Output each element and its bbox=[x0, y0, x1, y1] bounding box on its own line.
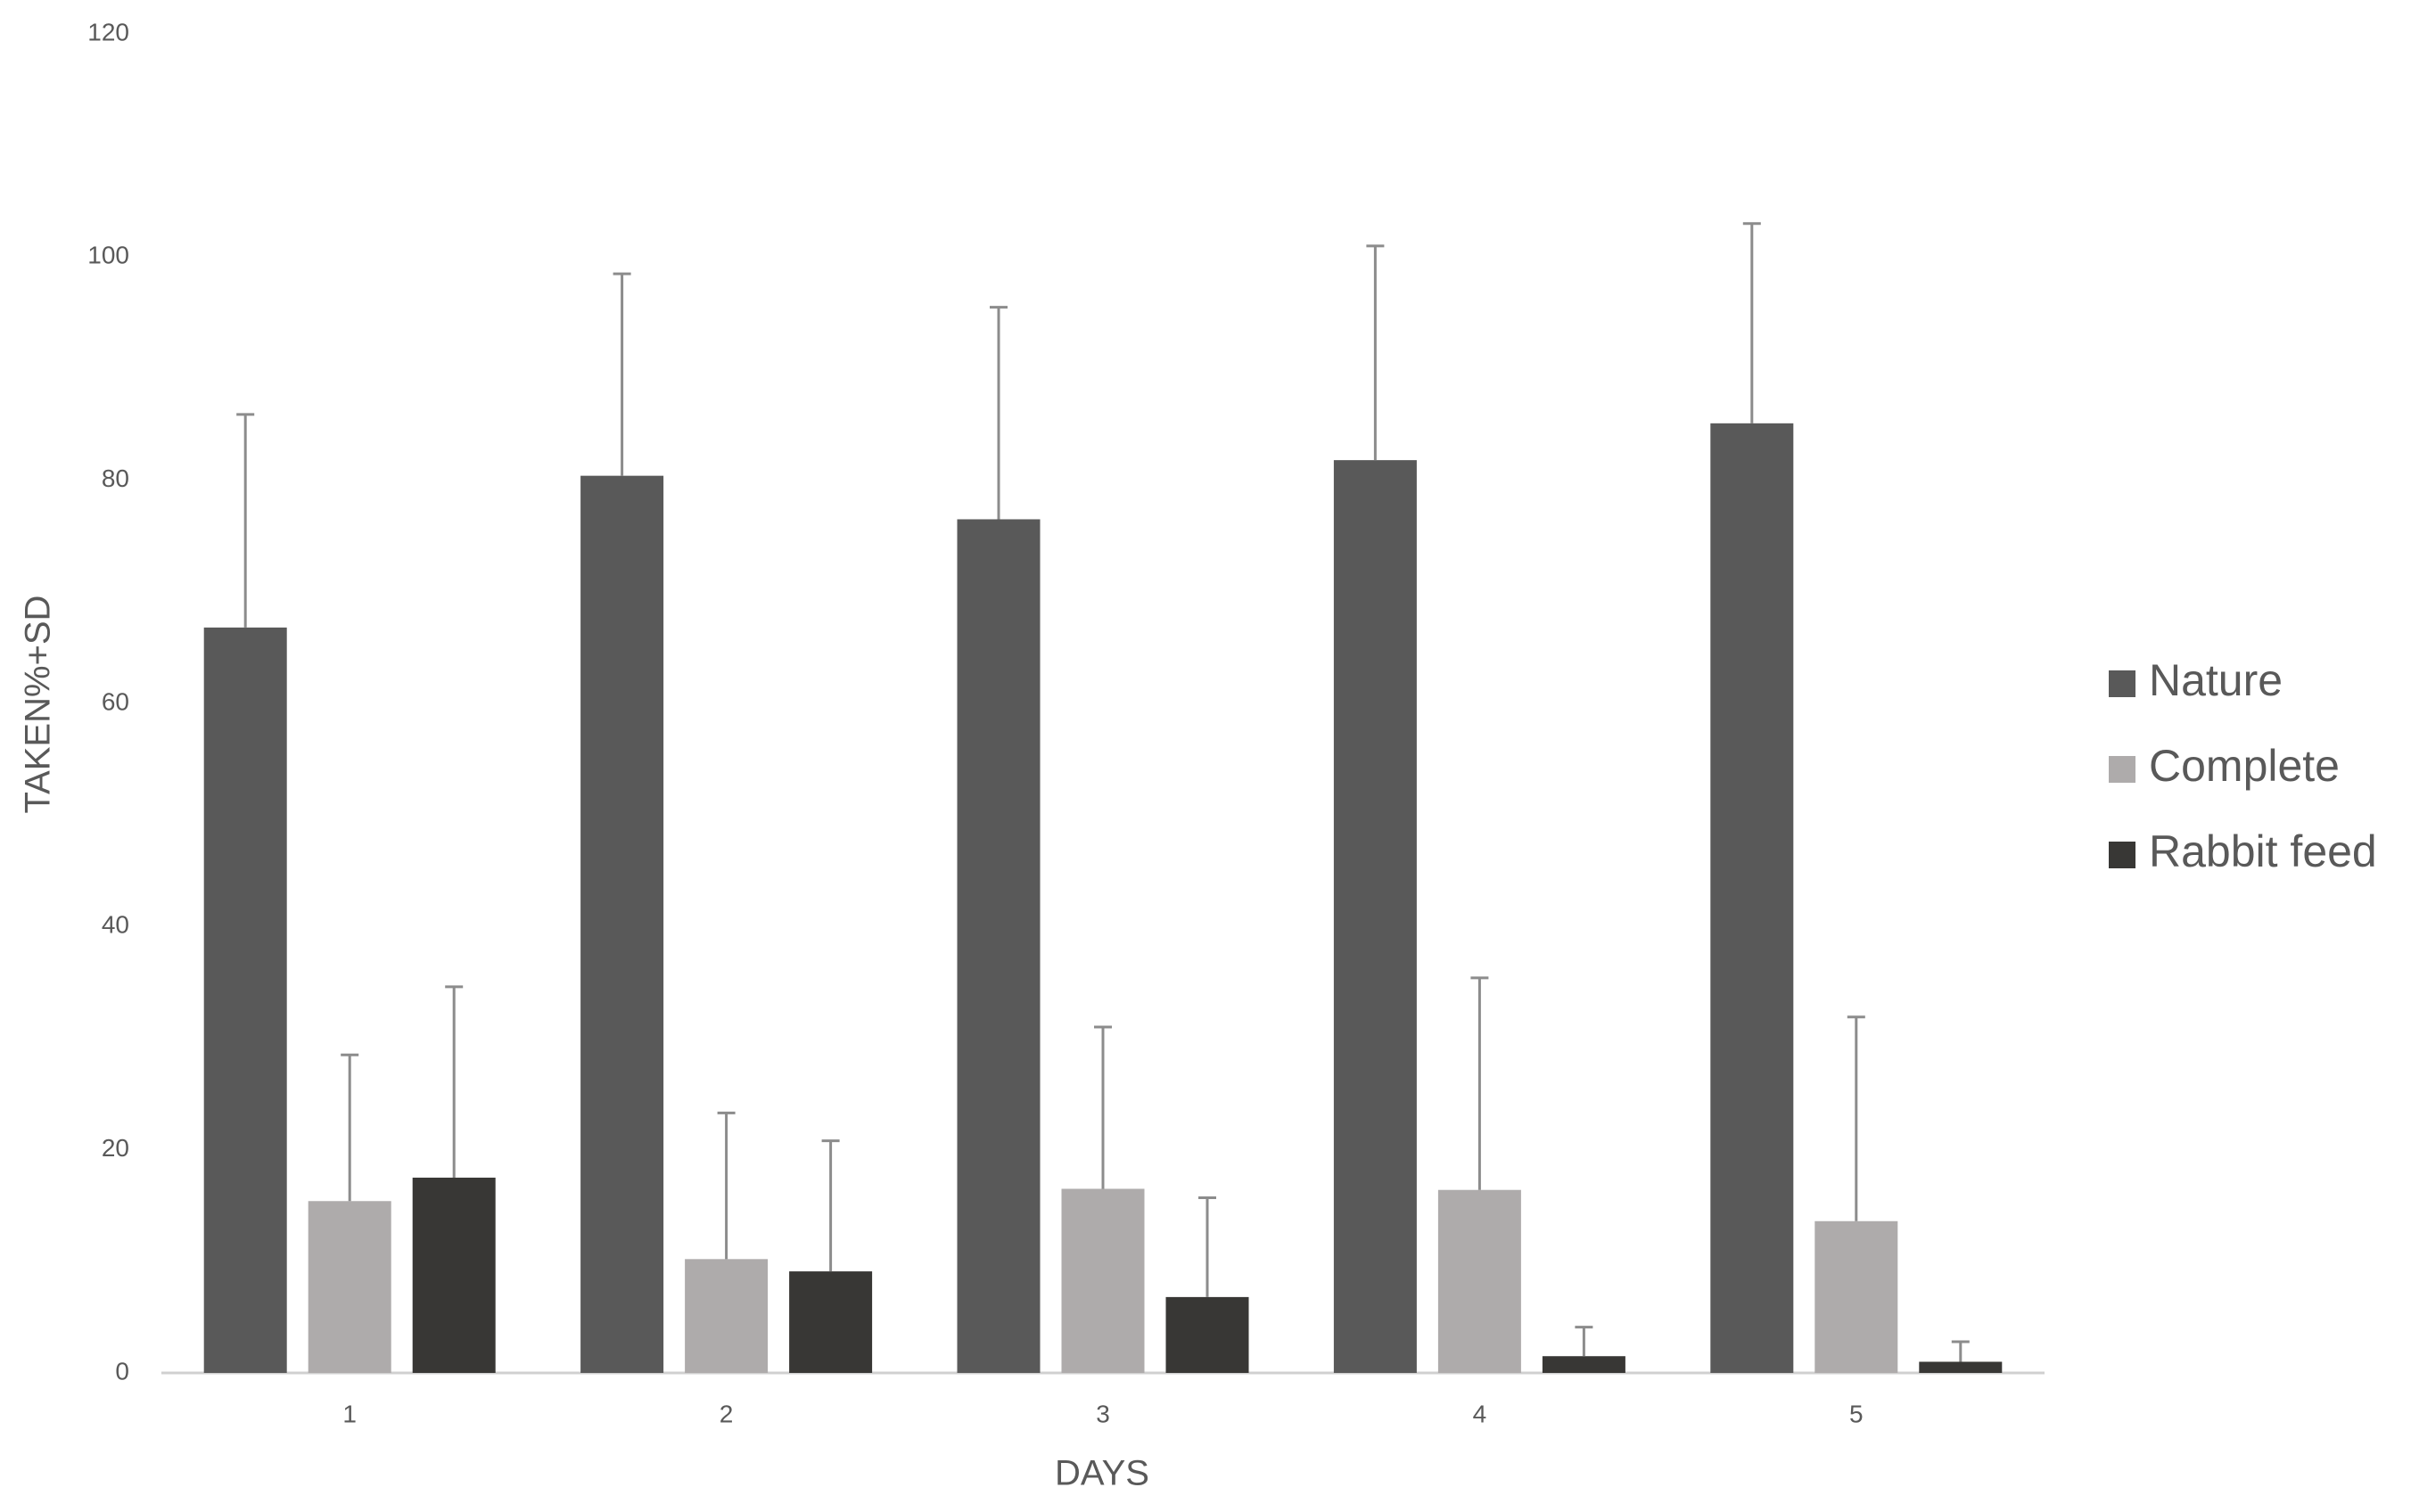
bar bbox=[1165, 1296, 1249, 1373]
y-tick-label: 120 bbox=[87, 18, 129, 45]
error-bar bbox=[445, 985, 464, 1178]
bar bbox=[957, 519, 1041, 1373]
error-bar bbox=[990, 306, 1008, 520]
y-tick-label: 0 bbox=[115, 1357, 129, 1385]
bar bbox=[1814, 1220, 1898, 1373]
error-bar bbox=[1575, 1326, 1593, 1357]
legend-swatch bbox=[2109, 842, 2135, 868]
error-bar bbox=[717, 1111, 736, 1260]
legend-label: Rabbit feed bbox=[2149, 826, 2377, 876]
y-tick-label: 80 bbox=[102, 464, 129, 492]
error-bar bbox=[1742, 222, 1761, 423]
y-tick-label: 100 bbox=[87, 242, 129, 269]
bar bbox=[1542, 1356, 1625, 1373]
legend-label: Complete bbox=[2149, 741, 2340, 791]
error-bar bbox=[613, 272, 631, 476]
y-tick-label: 40 bbox=[102, 911, 129, 939]
error-bar bbox=[821, 1139, 840, 1272]
bar bbox=[1061, 1188, 1145, 1373]
y-axis-title: TAKEN%+SD bbox=[19, 596, 58, 814]
y-tick-label: 60 bbox=[102, 687, 129, 715]
bar bbox=[412, 1177, 496, 1373]
bar bbox=[1919, 1361, 2003, 1373]
x-tick-label: 5 bbox=[1849, 1400, 1864, 1427]
error-bar bbox=[236, 413, 255, 628]
legend-swatch bbox=[2109, 756, 2135, 783]
legend-label: Nature bbox=[2149, 655, 2283, 705]
x-tick-label: 3 bbox=[1096, 1400, 1110, 1427]
error-bar bbox=[1366, 244, 1385, 461]
legend-swatch bbox=[2109, 670, 2135, 697]
bar bbox=[685, 1259, 769, 1373]
x-tick-label: 1 bbox=[342, 1400, 357, 1427]
error-bar bbox=[1198, 1196, 1216, 1297]
bar bbox=[1710, 423, 1794, 1373]
error-bar bbox=[1094, 1025, 1112, 1189]
x-tick-label: 2 bbox=[720, 1400, 734, 1427]
y-tick-label: 20 bbox=[102, 1134, 129, 1162]
bar bbox=[1437, 1189, 1521, 1373]
error-bar bbox=[1470, 976, 1489, 1190]
x-tick-label: 4 bbox=[1473, 1400, 1487, 1427]
error-bar bbox=[1951, 1340, 1970, 1362]
bar bbox=[1333, 460, 1417, 1373]
error-bar bbox=[1847, 1015, 1865, 1221]
bar bbox=[203, 627, 287, 1373]
bar bbox=[308, 1201, 391, 1373]
x-axis-title: DAYS bbox=[1055, 1454, 1149, 1493]
bar bbox=[789, 1271, 873, 1373]
error-bar bbox=[341, 1053, 359, 1202]
bar bbox=[580, 475, 664, 1373]
